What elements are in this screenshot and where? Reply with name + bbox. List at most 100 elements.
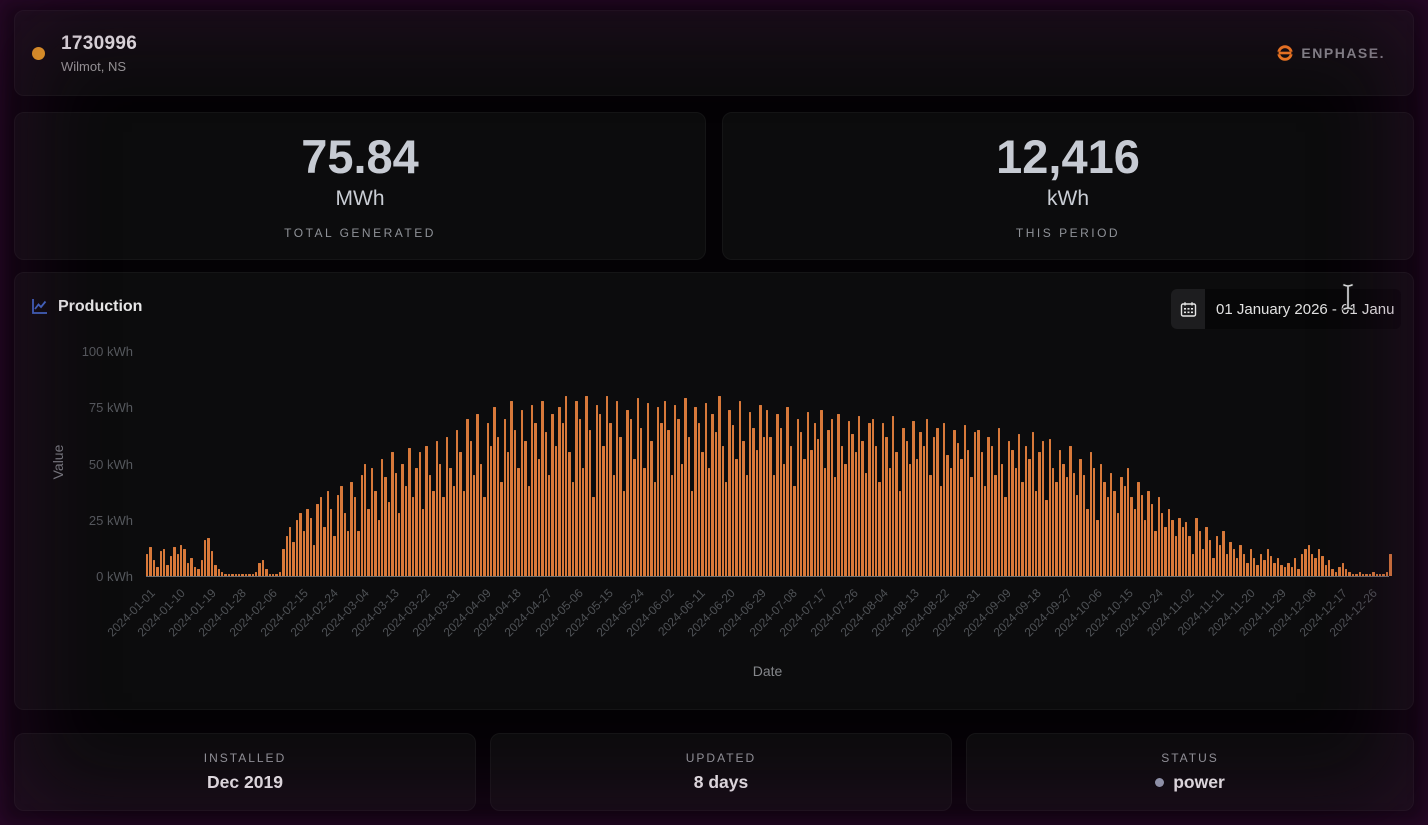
- bar: [1218, 544, 1222, 576]
- bar: [340, 486, 343, 576]
- stat-value: 75.84: [301, 129, 419, 183]
- stat-unit: MWh: [335, 186, 385, 210]
- bar: [1372, 571, 1375, 576]
- bar: [214, 564, 217, 576]
- bar: [1099, 463, 1103, 576]
- bar: [248, 573, 251, 576]
- bar: [592, 497, 595, 576]
- bar: [1157, 497, 1161, 576]
- bar: [200, 560, 203, 576]
- bar: [278, 571, 282, 576]
- bar: [929, 474, 932, 576]
- installed-value: Dec 2019: [207, 772, 283, 792]
- brand-logo: ENPHASE.: [1276, 44, 1385, 62]
- bar: [708, 468, 711, 576]
- bar: [718, 396, 721, 576]
- bar: [1345, 569, 1348, 576]
- bar: [261, 560, 265, 576]
- bar: [1188, 535, 1191, 576]
- bar: [455, 429, 459, 576]
- bar: [745, 474, 748, 576]
- calendar-icon: [1180, 301, 1196, 317]
- bar: [800, 432, 803, 576]
- bar: [1307, 544, 1310, 576]
- bar: [312, 544, 316, 576]
- bar: [1382, 573, 1385, 576]
- date-range-picker[interactable]: 01 January 2026 - 01 Janu: [1171, 289, 1401, 329]
- calendar-button[interactable]: [1171, 289, 1205, 329]
- bar: [1123, 486, 1126, 576]
- bar: [1259, 553, 1263, 576]
- bar: [425, 445, 428, 576]
- bar: [844, 463, 847, 576]
- bar: [840, 445, 844, 576]
- bar: [762, 436, 765, 576]
- bar: [922, 445, 926, 576]
- y-tick-label: 100 kWh: [81, 344, 133, 359]
- bar: [459, 452, 462, 576]
- status-text: power: [1173, 772, 1225, 792]
- bar: [1127, 468, 1130, 576]
- bar: [905, 441, 908, 576]
- bar: [466, 418, 469, 576]
- bar: [227, 573, 231, 576]
- bar: [224, 573, 227, 576]
- bar: [748, 411, 752, 576]
- bar: [1249, 549, 1253, 576]
- stat-label: TOTAL GENERATED: [284, 225, 436, 240]
- bar: [319, 497, 323, 576]
- bar: [1232, 549, 1235, 576]
- bar: [1297, 569, 1300, 576]
- bar: [663, 400, 667, 576]
- bar: [1092, 468, 1096, 576]
- bar: [1229, 542, 1232, 576]
- bar: [956, 443, 960, 576]
- bar: [541, 400, 544, 576]
- bar: [1011, 450, 1014, 576]
- bar: [272, 573, 275, 576]
- bar: [374, 490, 377, 576]
- bar: [398, 513, 401, 576]
- updated-panel: UPDATED 8 days: [490, 733, 952, 811]
- bar: [820, 409, 823, 576]
- bar: [149, 546, 152, 576]
- bar: [1239, 544, 1242, 576]
- bar: [1198, 531, 1201, 576]
- bar: [1338, 567, 1341, 576]
- bar: [1195, 517, 1198, 576]
- bar: [823, 468, 827, 576]
- bar: [1007, 441, 1011, 576]
- bar: [1164, 526, 1167, 576]
- date-range-input[interactable]: 01 January 2026 - 01 Janu: [1216, 300, 1395, 318]
- bar: [1225, 553, 1229, 576]
- bar: [1174, 535, 1178, 576]
- y-tick-label: 0 kWh: [96, 569, 133, 584]
- bar: [970, 477, 973, 576]
- bar: [585, 396, 588, 576]
- bar: [1327, 560, 1331, 576]
- bar: [445, 436, 449, 576]
- bar: [220, 571, 224, 576]
- bar: [1324, 564, 1327, 576]
- line-chart-icon: [32, 299, 47, 314]
- y-tick-label: 75 kWh: [88, 400, 133, 416]
- bar: [694, 407, 697, 576]
- bar: [1334, 571, 1338, 576]
- bar: [217, 569, 220, 576]
- installed-label: INSTALLED: [203, 751, 287, 765]
- bar: [1116, 513, 1120, 576]
- bar: [490, 445, 493, 576]
- bar: [377, 519, 381, 576]
- bar: [847, 420, 851, 576]
- bar: [544, 432, 547, 576]
- bar: [932, 436, 936, 576]
- bar: [871, 418, 874, 576]
- bar: [776, 414, 779, 576]
- bar: [997, 427, 1000, 576]
- bar: [629, 418, 633, 576]
- bar: [656, 407, 660, 576]
- bar: [711, 414, 714, 576]
- production-bars: [146, 352, 1392, 576]
- bar: [258, 562, 261, 576]
- bar: [231, 573, 234, 576]
